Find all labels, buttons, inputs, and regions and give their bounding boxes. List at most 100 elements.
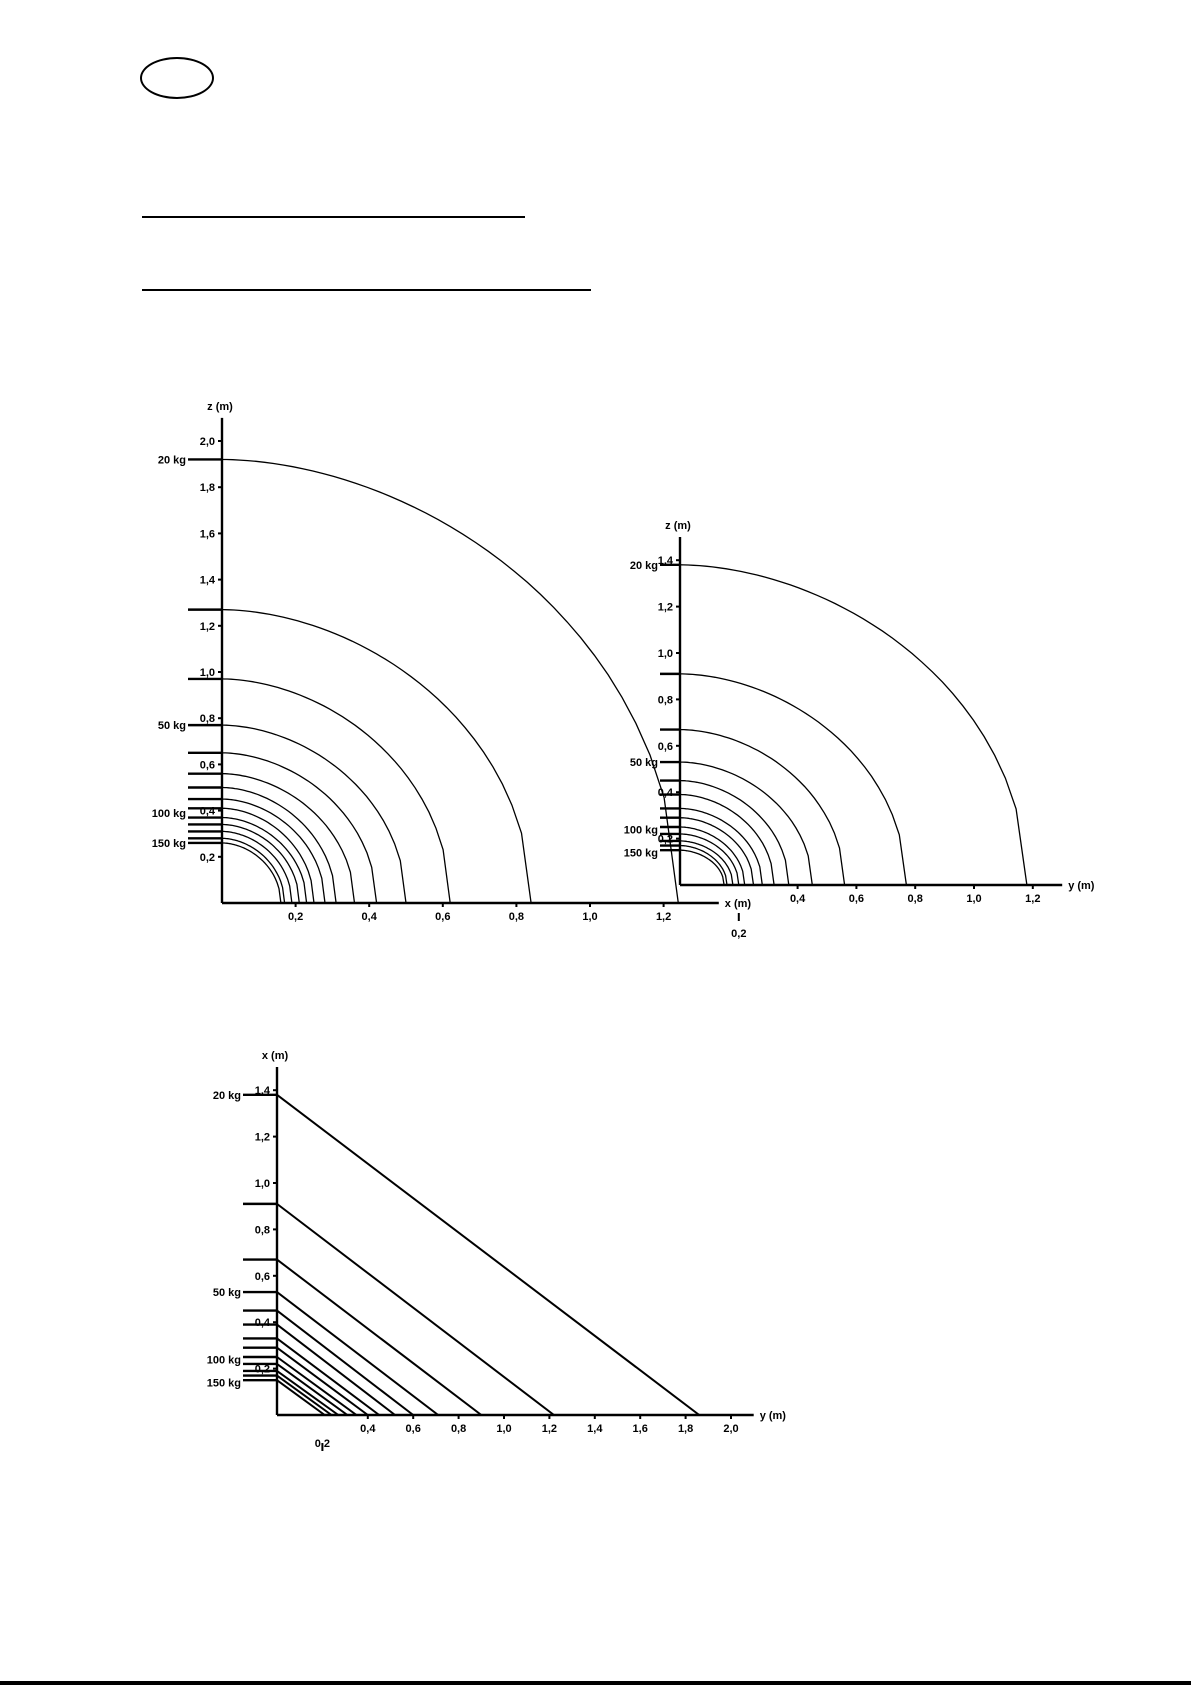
y-tick-label: 1,6 — [200, 528, 215, 540]
x-tick-label: 0,2 — [288, 911, 303, 923]
y-tick-label: 1,4 — [200, 575, 216, 587]
x-tick-label: 1,2 — [656, 911, 671, 923]
x-tick-label: 0,4 — [362, 911, 378, 923]
load-label: 50 kg — [158, 720, 186, 732]
x-tick-label-below: 0,2 — [315, 1438, 330, 1450]
load-label: 20 kg — [630, 560, 658, 572]
load-curve — [276, 1356, 358, 1416]
load-label: 150 kg — [624, 848, 658, 860]
x-tick-label: 0,4 — [790, 893, 806, 905]
x-tick-label: 0,6 — [435, 911, 450, 923]
load-curve — [276, 1309, 414, 1416]
y-tick-label: 0,4 — [255, 1317, 271, 1329]
x-tick-label: 1,6 — [633, 1423, 648, 1435]
load-curve — [221, 608, 532, 904]
x-tick-label: 0,6 — [406, 1423, 421, 1435]
page-bottom-strip — [0, 1681, 1191, 1685]
y-tick-label: 0,2 — [255, 1364, 270, 1376]
load-curve — [276, 1363, 348, 1416]
y-axis-title: z (m) — [207, 401, 233, 413]
y-tick-label: 1,0 — [200, 667, 215, 679]
load-label: 100 kg — [207, 1354, 241, 1366]
y-axis-title: z (m) — [665, 520, 691, 532]
x-tick-label: 1,2 — [542, 1423, 557, 1435]
load-curve — [276, 1370, 339, 1416]
y-tick-label: 1,2 — [255, 1132, 270, 1144]
y-tick-label: 1,0 — [658, 648, 673, 660]
y-tick-label: 0,2 — [658, 834, 673, 846]
x-tick-label: 0,8 — [451, 1423, 466, 1435]
load-curve — [276, 1337, 380, 1416]
load-curve — [680, 826, 746, 886]
y-tick-label: 1,0 — [255, 1178, 270, 1190]
load-curve — [222, 752, 378, 904]
y-tick-label: 0,4 — [658, 787, 674, 799]
x-tick-label: 0,6 — [849, 893, 864, 905]
heading-rule-2 — [142, 289, 591, 291]
heading-rule-1 — [142, 216, 525, 218]
y-tick-label: 0,6 — [200, 759, 215, 771]
load-curve — [680, 844, 728, 886]
x-axis-title: y (m) — [1068, 880, 1095, 892]
x-tick-label: 0,4 — [360, 1423, 376, 1435]
load-curve — [276, 1291, 439, 1416]
load-label: 20 kg — [158, 454, 186, 466]
load-label: 150 kg — [152, 838, 186, 850]
y-tick-label: 2,0 — [200, 436, 215, 448]
load-curve — [680, 779, 790, 886]
load-curve — [680, 817, 755, 886]
load-label: 100 kg — [152, 808, 186, 820]
load-curve — [222, 837, 286, 904]
x-tick-label: 1,8 — [678, 1423, 693, 1435]
load-curve — [680, 793, 775, 886]
load-curve — [222, 807, 315, 904]
x-tick-label: 1,0 — [966, 893, 981, 905]
load-curve — [222, 830, 293, 904]
load-curve — [679, 761, 813, 886]
load-curve — [276, 1379, 326, 1416]
load-curve — [222, 786, 337, 904]
x-tick-label: 0,8 — [908, 893, 923, 905]
x-tick-label-below: 0,2 — [731, 928, 746, 940]
load-diagram-y-z: z (m)y (m)0,20,40,60,81,01,21,40,4 0,6 0,8… — [624, 520, 1095, 940]
load-label: 100 kg — [624, 824, 658, 836]
y-tick-label: 0,8 — [200, 713, 215, 725]
load-curve — [221, 772, 356, 904]
y-tick-label: 1,2 — [200, 621, 215, 633]
load-diagram-x-z: z (m) x (m) 0,2 0,4 0,6 0,8 1,0 1,2 1,4 1,6 1,8 2,0… — [152, 401, 752, 923]
load-label: 50 kg — [213, 1287, 241, 1299]
y-tick-label: 0,6 — [255, 1271, 270, 1283]
load-curve — [222, 842, 282, 904]
y-tick-label: 0,8 — [255, 1224, 270, 1236]
load-curve — [221, 678, 451, 904]
load-label: 50 kg — [630, 757, 658, 769]
x-axis-title: y (m) — [760, 1410, 787, 1422]
load-curve — [680, 807, 763, 886]
y-axis-title: x (m) — [262, 1050, 289, 1062]
x-axis-title: x (m) — [725, 898, 752, 910]
load-curve — [680, 840, 734, 886]
y-tick-label: 0,2 — [200, 852, 215, 864]
load-curve — [222, 798, 326, 904]
load-curve — [680, 673, 908, 886]
x-tick-label: 1,0 — [496, 1423, 511, 1435]
x-tick-label: 0,8 — [509, 911, 524, 923]
y-tick-label: 0,8 — [658, 694, 673, 706]
load-curve — [276, 1203, 555, 1416]
language-badge — [140, 57, 214, 99]
load-curve — [679, 564, 1028, 886]
x-tick-label: 1,0 — [582, 911, 597, 923]
load-curve — [222, 724, 407, 904]
load-curve — [222, 458, 679, 904]
load-curve — [276, 1374, 333, 1416]
load-curve — [276, 1258, 482, 1416]
x-tick-label: 2,0 — [723, 1423, 738, 1435]
y-tick-label: 1,8 — [200, 482, 215, 494]
load-curve — [680, 728, 846, 886]
x-tick-label: 1,4 — [587, 1423, 603, 1435]
load-curve — [276, 1323, 396, 1416]
load-label: 20 kg — [213, 1090, 241, 1102]
load-curve — [222, 816, 308, 904]
load-curve — [222, 823, 300, 904]
y-tick-label: 1,2 — [658, 602, 673, 614]
